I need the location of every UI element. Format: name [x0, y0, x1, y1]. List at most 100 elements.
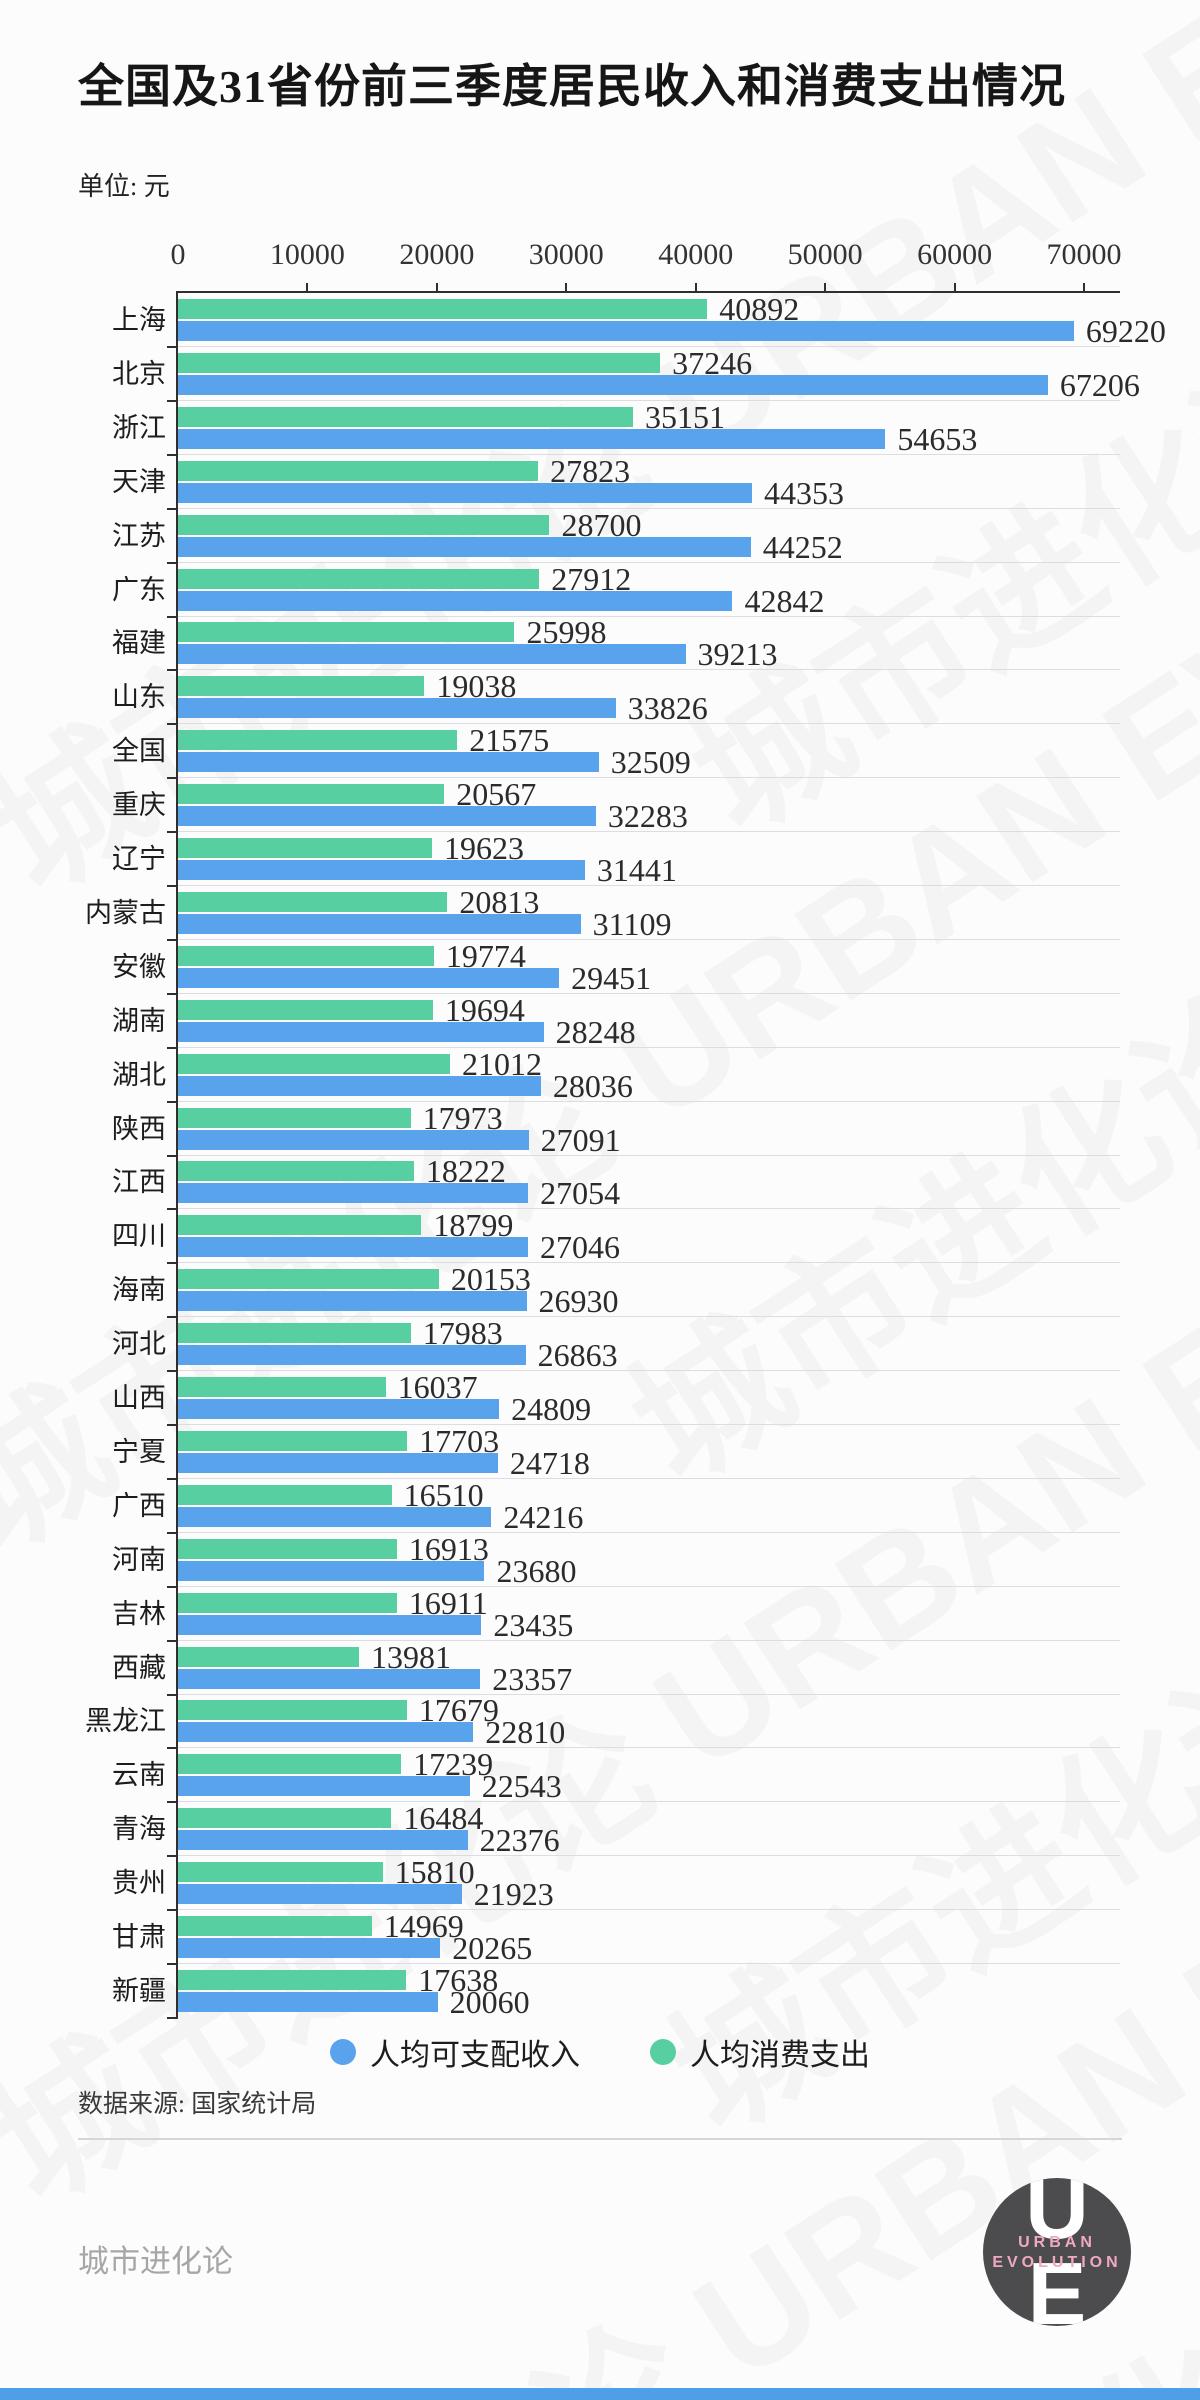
- bar-consumption: [178, 352, 661, 373]
- value-consumption: 21012: [461, 1045, 542, 1082]
- chart-row: 湖北 21012 28036: [0, 1045, 1200, 1103]
- value-income: 27046: [540, 1229, 621, 1266]
- value-consumption: 25998: [526, 614, 607, 651]
- value-income: 31109: [592, 905, 672, 942]
- x-axis-line: [178, 291, 1120, 293]
- category-label: 江西: [112, 1167, 166, 1198]
- value-income: 44353: [764, 474, 845, 511]
- footer-divider: [78, 2138, 1122, 2140]
- bar-consumption: [178, 999, 433, 1020]
- value-consumption: 17703: [419, 1422, 500, 1459]
- bar-income: [178, 1668, 481, 1689]
- axis-left-tick: [167, 346, 178, 348]
- value-income: 24216: [503, 1498, 584, 1535]
- category-label: 吉林: [112, 1598, 166, 1629]
- value-income: 26863: [537, 1337, 618, 1374]
- x-tick-label: 70000: [1046, 238, 1122, 271]
- value-income: 22810: [485, 1714, 566, 1751]
- bar-income: [178, 1884, 462, 1905]
- axis-left-tick: [167, 1154, 178, 1157]
- bar-consumption: [178, 1161, 414, 1182]
- chart-row: 河南 16913 23680: [0, 1532, 1200, 1589]
- row-separator: [178, 777, 1120, 779]
- axis-left-tick: [167, 1262, 178, 1265]
- value-consumption: 16510: [403, 1476, 484, 1513]
- bar-income: [178, 698, 616, 719]
- value-consumption: 20567: [456, 776, 537, 813]
- value-consumption: 20813: [459, 883, 540, 920]
- value-consumption: 16037: [397, 1369, 478, 1405]
- chart-row: 黑龙江 17679 22810: [0, 1693, 1200, 1751]
- value-consumption: 35151: [644, 398, 725, 435]
- axis-left-tick: [167, 1100, 178, 1103]
- category-label: 湖南: [112, 1005, 166, 1036]
- bar-consumption: [178, 1107, 411, 1128]
- row-separator: [178, 938, 1120, 940]
- bar-income: [178, 644, 686, 665]
- chart-row: 湖南 19694 28248: [0, 991, 1200, 1050]
- bar-income: [178, 1075, 541, 1096]
- value-consumption: 21575: [469, 722, 550, 759]
- value-income: 33826: [627, 690, 708, 727]
- chart-row: 河北 17983 26863: [0, 1316, 1200, 1374]
- value-consumption: 19694: [444, 991, 525, 1028]
- value-income: 23680: [496, 1552, 577, 1589]
- row-separator: [178, 669, 1120, 671]
- bar-consumption: [178, 568, 540, 589]
- value-income: 20265: [452, 1930, 533, 1966]
- logo-wordmark: URBAN EVOLUTION: [983, 2233, 1131, 2273]
- value-income: 28248: [555, 1013, 636, 1050]
- chart-row: 新疆 17638 20060: [0, 1963, 1200, 2019]
- value-consumption: 19774: [445, 937, 526, 974]
- legend-item-income: 人均可支配收入: [330, 2034, 580, 2072]
- value-income: 24809: [511, 1391, 592, 1427]
- chart-row: 青海 16484 22376: [0, 1801, 1200, 1858]
- value-income: 22543: [481, 1768, 562, 1805]
- value-consumption: 19623: [443, 830, 524, 866]
- row-separator: [178, 1262, 1120, 1264]
- row-separator: [178, 399, 1120, 401]
- axis-left-tick: [167, 2016, 178, 2019]
- chart-row: 全国 21575 32509: [0, 722, 1200, 781]
- category-label: 全国: [112, 736, 166, 767]
- category-label: 山东: [112, 682, 166, 713]
- value-consumption: 15810: [394, 1854, 475, 1891]
- row-separator: [178, 1963, 1120, 1964]
- row-separator: [178, 1639, 1120, 1641]
- category-label: 北京: [112, 358, 166, 389]
- category-label: 河北: [112, 1329, 166, 1360]
- axis-left-tick: [167, 561, 178, 564]
- value-income: 39213: [697, 636, 778, 673]
- bar-income: [178, 374, 1048, 395]
- axis-left-tick: [167, 723, 178, 726]
- x-tick-mark: [824, 283, 827, 293]
- category-label: 云南: [112, 1760, 166, 1791]
- bar-consumption: [178, 1323, 411, 1344]
- row-separator: [178, 1100, 1120, 1102]
- axis-left-tick: [167, 1370, 178, 1373]
- value-income: 32509: [610, 744, 691, 781]
- bar-consumption: [178, 1808, 392, 1829]
- chart-row: 江苏 28700 44252: [0, 508, 1200, 564]
- value-consumption: 19038: [436, 668, 517, 705]
- category-label: 贵州: [112, 1868, 166, 1899]
- value-consumption: 20153: [450, 1261, 531, 1298]
- row-separator: [178, 1046, 1120, 1048]
- x-tick-mark: [1083, 283, 1085, 293]
- chart-row: 云南 17239 22543: [0, 1746, 1200, 1805]
- value-consumption: 37246: [672, 344, 753, 381]
- x-tick-label: 20000: [399, 238, 475, 271]
- value-consumption: 27823: [550, 452, 631, 489]
- bar-income: [178, 752, 599, 773]
- category-label: 福建: [112, 628, 166, 659]
- chart-row: 山东 19038 33826: [0, 668, 1200, 727]
- bar-income: [178, 1938, 441, 1958]
- value-consumption: 13981: [370, 1638, 451, 1675]
- row-separator: [178, 1154, 1120, 1156]
- legend-dot-income-icon: [330, 2039, 356, 2065]
- x-tick-mark: [565, 283, 568, 293]
- bar-consumption: [178, 891, 448, 912]
- value-consumption: 17239: [413, 1746, 494, 1783]
- category-label: 海南: [112, 1275, 166, 1306]
